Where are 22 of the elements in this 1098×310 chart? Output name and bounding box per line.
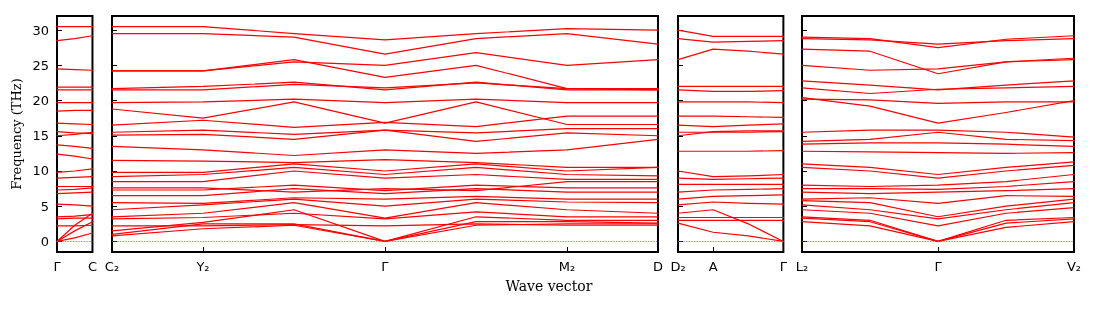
- x-tick-label: Γ: [53, 259, 62, 274]
- x-tick-label: C₂: [104, 259, 120, 274]
- y-tick-label: 5: [40, 198, 49, 214]
- x-tick-label: D: [652, 259, 663, 274]
- x-tick-label: L₂: [795, 259, 809, 274]
- y-tick-label: 15: [32, 128, 49, 144]
- y-tick-label: 0: [40, 233, 49, 249]
- x-tick-label: Γ: [779, 259, 788, 274]
- x-tick-label: Y₂: [195, 259, 210, 274]
- x-tick-label: M₂: [558, 259, 576, 274]
- y-axis-title: Frequency (THz): [9, 78, 24, 190]
- y-tick-label: 25: [32, 57, 49, 73]
- x-tick-label: C: [87, 259, 97, 274]
- x-tick-label: D₂: [670, 259, 686, 274]
- x-axis-title: Wave vector: [504, 278, 594, 294]
- x-tick-label: Γ: [934, 259, 943, 274]
- x-tick-label: Γ: [381, 259, 390, 274]
- x-tick-label: V₂: [1066, 259, 1082, 274]
- y-tick-label: 20: [32, 93, 49, 109]
- y-tick-label: 10: [32, 163, 49, 179]
- y-tick-label: 30: [32, 22, 49, 38]
- x-tick-label: A: [708, 259, 718, 274]
